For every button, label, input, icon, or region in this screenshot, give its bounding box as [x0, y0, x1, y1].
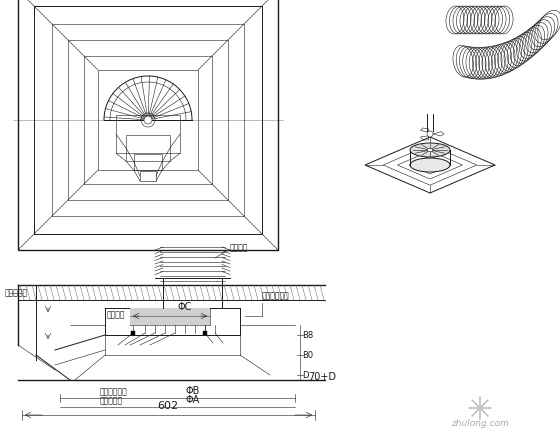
Text: B8: B8	[302, 331, 313, 339]
Bar	[34, 6, 262, 234]
Bar	[116, 115, 180, 153]
Bar	[126, 135, 170, 161]
Text: B0: B0	[302, 350, 313, 360]
Circle shape	[427, 131, 433, 137]
Text: 出风口尺寸: 出风口尺寸	[100, 396, 123, 405]
Text: 软管防脱卡扎: 软管防脱卡扎	[262, 291, 290, 300]
Text: 伸缩软管: 伸缩软管	[230, 244, 249, 252]
Text: ΦA: ΦA	[185, 395, 199, 405]
Ellipse shape	[427, 148, 433, 152]
Text: zhulong.com: zhulong.com	[451, 420, 509, 428]
Bar	[140, 171, 156, 181]
Text: ΦC: ΦC	[178, 302, 193, 312]
Bar	[84, 56, 212, 184]
Bar	[18, 0, 278, 250]
Text: 疏风嘴座: 疏风嘴座	[107, 311, 125, 319]
Bar	[131, 331, 135, 335]
Bar	[68, 40, 228, 200]
Text: 602: 602	[157, 401, 179, 411]
Bar	[98, 70, 198, 170]
Circle shape	[144, 116, 152, 124]
Ellipse shape	[410, 158, 450, 172]
Bar	[52, 24, 244, 216]
Text: 最大嵌装尺寸: 最大嵌装尺寸	[100, 387, 128, 396]
Text: 70+D: 70+D	[308, 372, 336, 382]
Text: ΦB: ΦB	[185, 386, 199, 396]
Bar	[134, 154, 162, 170]
Text: 吹顶搞桟架: 吹顶搞桟架	[5, 289, 28, 297]
Bar	[130, 308, 210, 325]
Bar	[203, 331, 207, 335]
Ellipse shape	[410, 143, 450, 157]
Text: D: D	[302, 371, 309, 379]
